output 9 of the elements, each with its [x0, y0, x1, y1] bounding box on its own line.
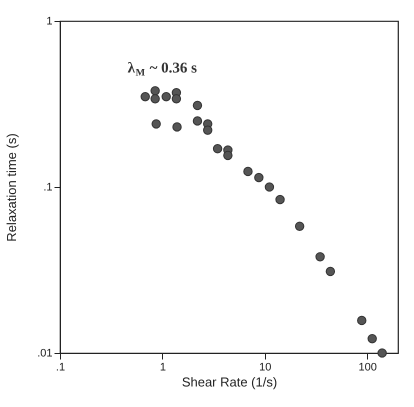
y-axis-title: Relaxation time (s)	[4, 133, 20, 242]
x-tick-label: 1	[160, 362, 166, 374]
y-tick-label: .01	[37, 348, 52, 360]
x-tick-label: .1	[56, 362, 66, 374]
y-tick-label: .1	[43, 182, 52, 194]
x-tick-label: 100	[358, 362, 377, 374]
y-tick-label: 1	[46, 16, 52, 28]
x-tick-label: 10	[259, 362, 272, 374]
x-axis-title: Shear Rate (1/s)	[182, 374, 278, 390]
